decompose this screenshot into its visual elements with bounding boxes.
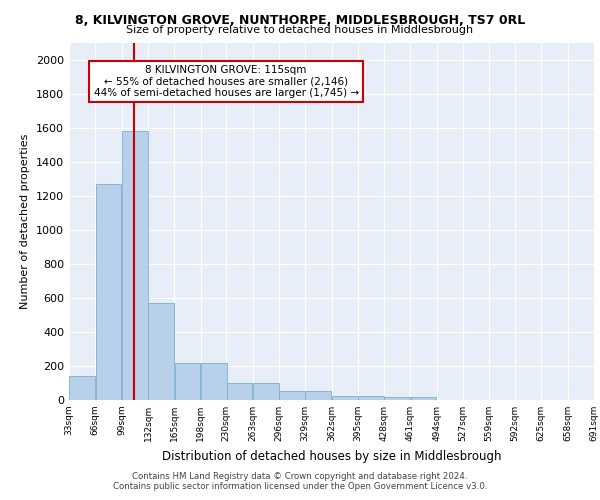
Text: Contains HM Land Registry data © Crown copyright and database right 2024.
Contai: Contains HM Land Registry data © Crown c… [113, 472, 487, 491]
Bar [95, 184, 121, 400]
Bar [253, 383, 278, 400]
Text: Size of property relative to detached houses in Middlesbrough: Size of property relative to detached ho… [127, 25, 473, 35]
Bar [332, 396, 358, 400]
X-axis label: Distribution of detached houses by size in Middlesbrough: Distribution of detached houses by size … [162, 450, 501, 462]
Bar [122, 131, 148, 400]
Bar [175, 364, 200, 400]
Bar [411, 396, 436, 400]
Bar [305, 392, 331, 400]
Bar [201, 364, 227, 400]
Text: 8, KILVINGTON GROVE, NUNTHORPE, MIDDLESBROUGH, TS7 0RL: 8, KILVINGTON GROVE, NUNTHORPE, MIDDLESB… [75, 14, 525, 27]
Bar [358, 396, 384, 400]
Bar [148, 303, 174, 400]
Text: 8 KILVINGTON GROVE: 115sqm
← 55% of detached houses are smaller (2,146)
44% of s: 8 KILVINGTON GROVE: 115sqm ← 55% of deta… [94, 65, 359, 98]
Bar [385, 396, 410, 400]
Bar [70, 376, 95, 400]
Bar [279, 392, 305, 400]
Y-axis label: Number of detached properties: Number of detached properties [20, 134, 31, 309]
Bar [227, 383, 252, 400]
